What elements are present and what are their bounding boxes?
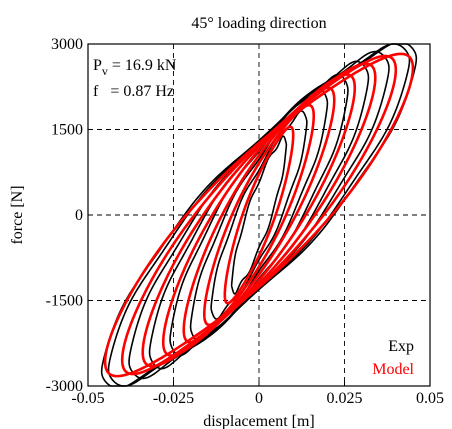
x-tick-label-1: -0.025 <box>153 390 194 407</box>
y-tick-label-4: 3000 <box>51 36 83 53</box>
series-model <box>103 52 415 378</box>
loop-model-4 <box>141 62 377 368</box>
loop-model-0 <box>223 125 295 305</box>
chart-title: 45° loading direction <box>191 15 326 32</box>
legend-model: Model <box>372 361 414 378</box>
series-layer <box>100 43 418 387</box>
y-tick-label-1: -1500 <box>46 293 83 310</box>
loop-model-5 <box>120 54 398 376</box>
y-tick-label-3: 1500 <box>51 122 83 139</box>
y-tick-label-2: 0 <box>75 207 83 224</box>
loop-exp-0 <box>230 135 288 295</box>
x-tick-label-3: 0.025 <box>327 390 363 407</box>
y-axis-label: force [N] <box>9 185 26 244</box>
loop-model-1 <box>202 103 316 327</box>
x-tick-label-0: -0.05 <box>71 390 104 407</box>
grid-lines <box>88 44 430 386</box>
annotation-pv: Pv = 16.9 kN <box>93 57 177 78</box>
annotation-frequency: f = 0.87 Hz <box>93 83 174 100</box>
x-tick-label-4: 0.05 <box>416 390 444 407</box>
x-tick-label-2: 0 <box>255 390 263 407</box>
axis-ticks: -0.05 -0.025 0 0.025 0.05 -3000 -1500 0 1500 3000 <box>46 36 444 407</box>
y-tick-label-0: -3000 <box>46 378 83 395</box>
x-axis-label: displacement [m] <box>203 413 315 429</box>
loop-exp-3 <box>169 73 349 357</box>
loop-model-6 <box>103 52 415 378</box>
legend-exp: Exp <box>388 338 414 355</box>
